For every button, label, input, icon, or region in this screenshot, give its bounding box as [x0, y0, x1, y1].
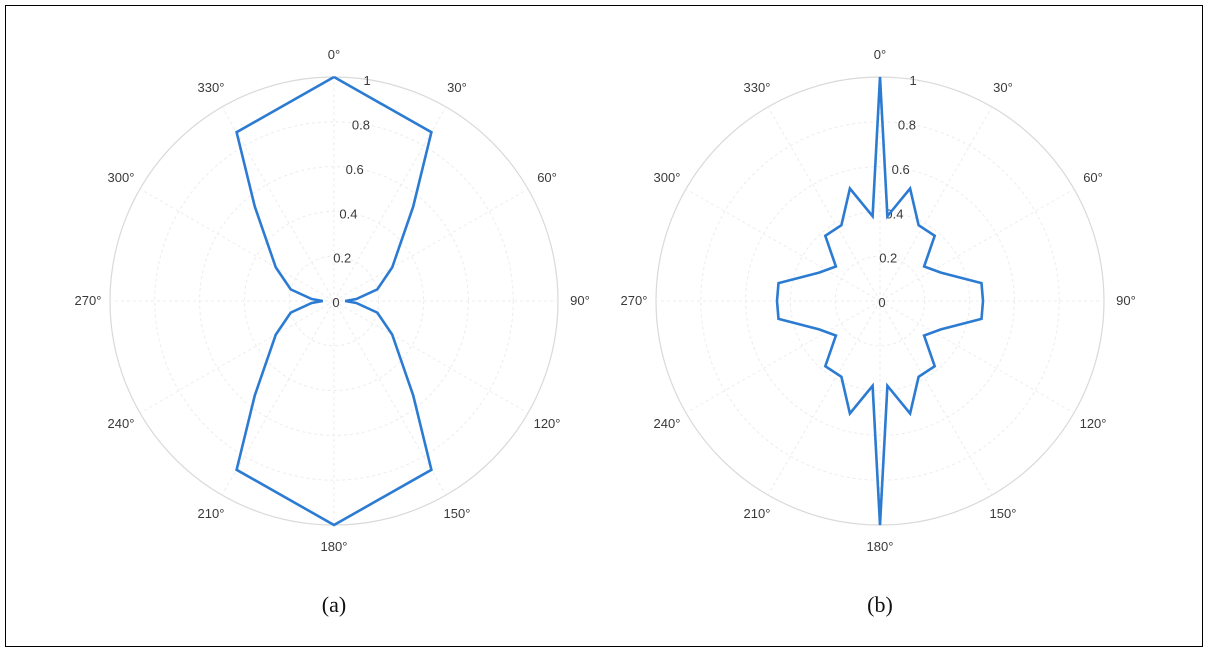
theta-tick-label: 240° [108, 416, 135, 431]
theta-tick-label: 30° [993, 80, 1013, 95]
theta-tick-label: 210° [198, 506, 225, 521]
grid-spoke [685, 188, 881, 302]
grid-spoke [221, 106, 335, 302]
r-tick-label: 0.8 [898, 118, 916, 133]
grid-circle [243, 210, 425, 392]
grid-circle [789, 210, 971, 392]
r-tick-label: 0.4 [339, 206, 357, 221]
grid-spoke [767, 300, 881, 496]
theta-tick-label: 150° [444, 506, 471, 521]
polar-chart-1: 0° 30° 60° 90° 120° 150° 180° 210° 240° 270° 300° 3… [621, 47, 1136, 554]
grid-spoke [879, 106, 993, 302]
r-tick-label: 0.2 [333, 251, 351, 266]
theta-tick-label: 0° [328, 47, 340, 62]
theta-tick-label: 330° [198, 80, 225, 95]
theta-tick-label: 300° [108, 170, 135, 185]
caption-b: (b) [867, 592, 893, 617]
theta-tick-label: 0° [874, 47, 886, 62]
series-line-0 [775, 76, 985, 526]
r-tick-label: 0.6 [346, 162, 364, 177]
theta-tick-label: 330° [744, 80, 771, 95]
theta-tick-label: 240° [654, 416, 681, 431]
r-tick-label: 1 [910, 73, 917, 88]
theta-tick-label: 270° [75, 293, 102, 308]
grid-spoke [333, 300, 529, 414]
theta-tick-label: 120° [1080, 416, 1107, 431]
grid-spoke [333, 188, 529, 302]
theta-tick-label: 90° [570, 293, 590, 308]
r-tick-label: 0.8 [352, 118, 370, 133]
grid-spoke [879, 188, 1075, 302]
r-tick-label: 0.6 [892, 162, 910, 177]
r-tick-label: 1 [364, 73, 371, 88]
theta-tick-label: 300° [654, 170, 681, 185]
r-tick-label: 0.4 [885, 206, 903, 221]
r-tick-label: 0 [332, 295, 339, 310]
grid-spoke [333, 106, 447, 302]
grid-spoke [767, 106, 881, 302]
grid-circle [154, 121, 514, 481]
grid-spoke [139, 300, 335, 414]
theta-tick-label: 150° [990, 506, 1017, 521]
series-line-0 [235, 75, 433, 527]
theta-tick-label: 120° [534, 416, 561, 431]
theta-tick-label: 180° [867, 539, 894, 554]
r-tick-label: 0 [878, 295, 885, 310]
grid-spoke [879, 300, 1075, 414]
grid-circle [700, 121, 1060, 481]
theta-tick-label: 270° [621, 293, 648, 308]
theta-tick-label: 60° [1083, 170, 1103, 185]
grid-spoke [685, 300, 881, 414]
theta-tick-label: 90° [1116, 293, 1136, 308]
grid-spoke [139, 188, 335, 302]
theta-tick-label: 60° [537, 170, 557, 185]
grid-spoke [221, 300, 335, 496]
theta-tick-label: 30° [447, 80, 467, 95]
theta-tick-label: 180° [321, 539, 348, 554]
polar-chart-0: 0° 30° 60° 90° 120° 150° 180° 210° 240° 270° 300° 3… [75, 47, 590, 554]
grid-spoke [879, 300, 993, 496]
figure-frame [5, 5, 1203, 647]
grid-spoke [333, 300, 447, 496]
caption-a: (a) [321, 592, 347, 617]
r-tick-label: 0.2 [879, 251, 897, 266]
theta-tick-label: 210° [744, 506, 771, 521]
